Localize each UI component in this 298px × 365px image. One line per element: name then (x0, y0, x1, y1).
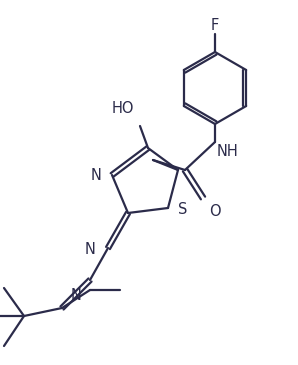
Text: N: N (85, 242, 96, 257)
Text: N: N (91, 168, 102, 182)
Text: NH: NH (217, 144, 239, 159)
Text: S: S (178, 203, 187, 218)
Text: O: O (209, 204, 221, 219)
Text: F: F (211, 19, 219, 34)
Text: HO: HO (111, 101, 134, 116)
Text: N: N (71, 288, 82, 303)
